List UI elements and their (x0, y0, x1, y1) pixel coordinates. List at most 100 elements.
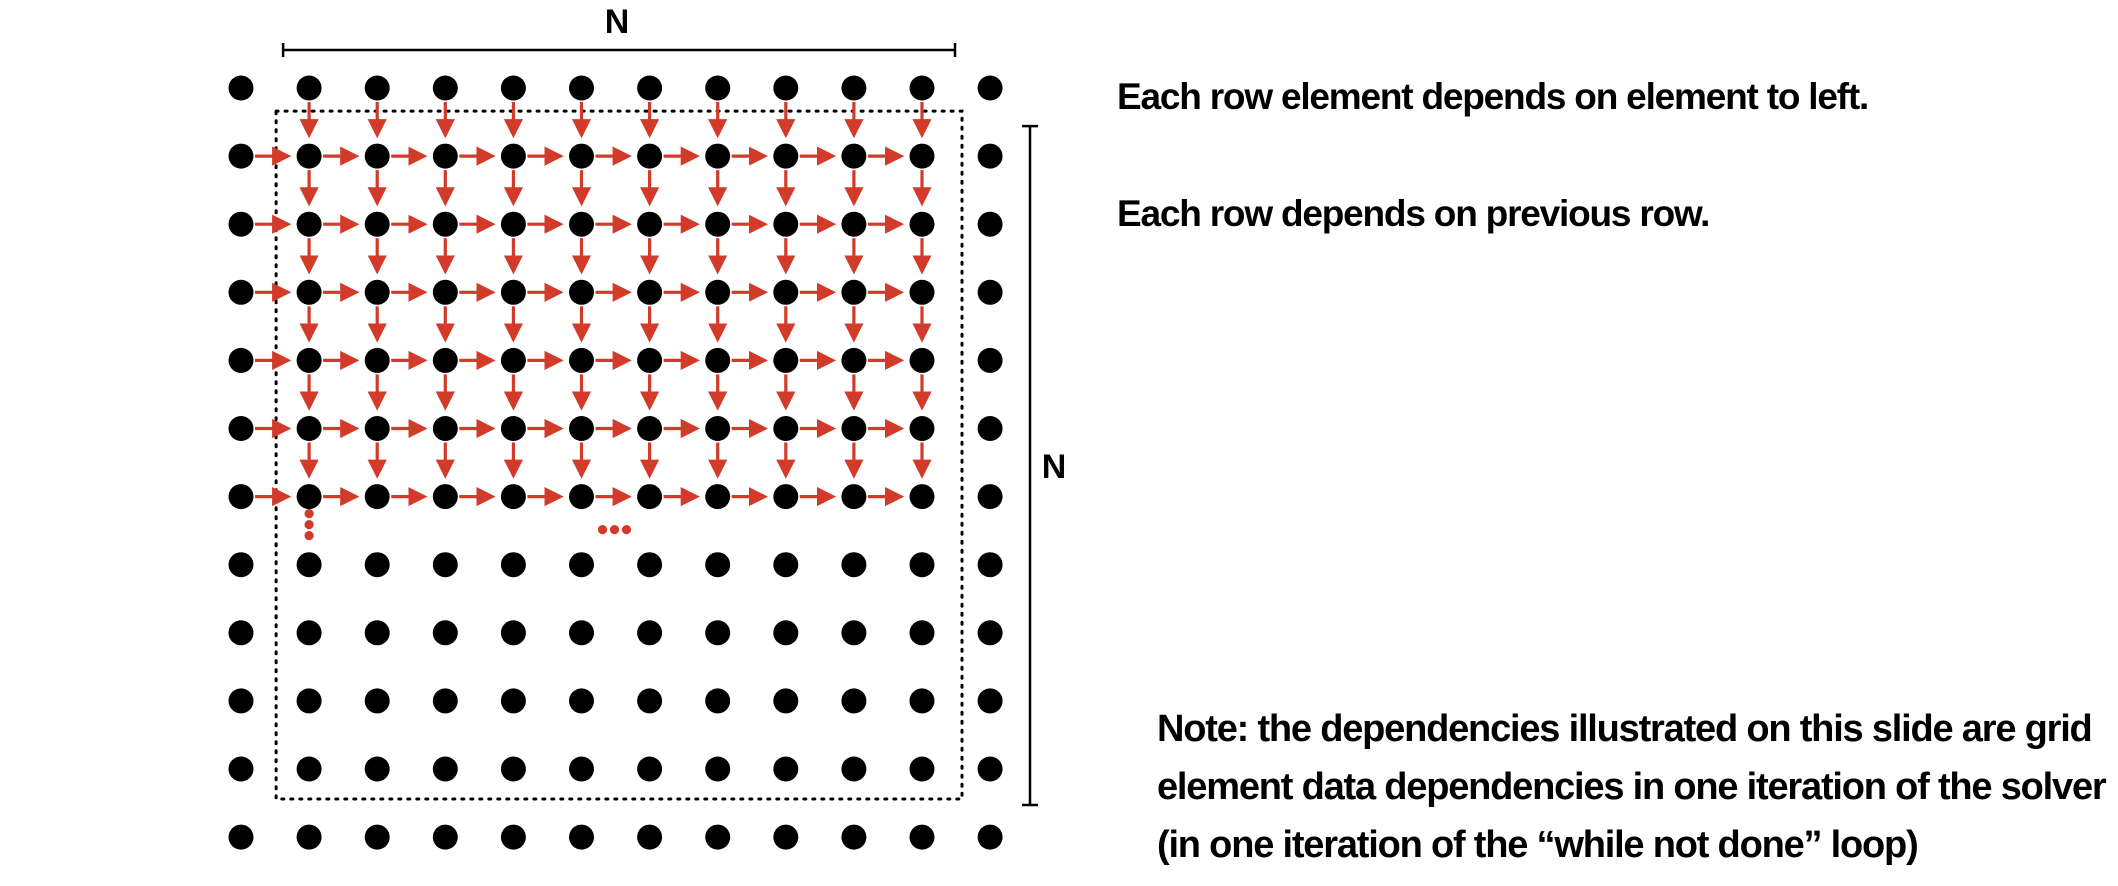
grid-element-dot (569, 756, 594, 782)
grid-element-dot (841, 75, 867, 101)
grid-element-dot (705, 143, 731, 169)
grid-element-dot (432, 620, 458, 646)
grid-element-dot (705, 347, 731, 373)
grid-element-dot (296, 688, 322, 714)
grid-element-dot (228, 279, 254, 305)
grid-element-dot (977, 620, 1003, 646)
grid-element-dot (637, 756, 663, 782)
grid-element-dot (296, 347, 322, 373)
grid-element-dot (364, 143, 390, 169)
row-element-dependency-statement: Each row element depends on element to l… (1117, 76, 1869, 117)
grid-element-dot (364, 484, 390, 510)
grid-element-dot (841, 688, 867, 714)
grid-element-dot (296, 211, 322, 237)
grid-element-dot (977, 756, 1003, 782)
horizontal-ellipsis-dot (609, 525, 620, 535)
grid-element-dot (977, 552, 1003, 578)
dependency-note: Note: the dependencies illustrated on th… (1157, 700, 2107, 874)
grid-element-dot (569, 688, 594, 714)
grid-element-dot (296, 484, 322, 510)
grid-element-dot (500, 347, 526, 373)
grid-element-dot (500, 552, 526, 578)
grid-element-dot (432, 688, 458, 714)
grid-element-dot (569, 824, 594, 850)
grid-element-dot (637, 416, 663, 441)
grid-element-dot (569, 279, 594, 305)
top-dimension-label: N (605, 3, 630, 41)
grid-element-dot (773, 211, 799, 237)
grid-element-dot (909, 688, 935, 714)
grid-element-dot (500, 688, 526, 714)
right-dimension-label: N (1042, 448, 1067, 486)
interior-boundary (274, 109, 964, 801)
grid-element-dot (705, 75, 731, 101)
vertical-ellipsis-dot (304, 508, 314, 519)
horizontal-ellipsis-dot (597, 525, 608, 535)
boundary-layer (274, 109, 964, 801)
grid-element-dot (705, 824, 731, 850)
grid-element-dot (432, 484, 458, 510)
grid-element-dot (637, 552, 663, 578)
grid-element-dot (569, 552, 594, 578)
grid-element-dot (432, 211, 458, 237)
grid-element-dot (296, 620, 322, 646)
grid-element-dot (228, 824, 254, 850)
grid-element-dot (364, 824, 390, 850)
grid-element-dot (773, 620, 799, 646)
grid-element-dot (909, 143, 935, 169)
grid-element-dot (909, 279, 935, 305)
grid-dots (228, 75, 1003, 850)
vertical-ellipsis-dot (304, 520, 314, 530)
grid-element-dot (977, 75, 1003, 101)
grid-element-dot (909, 484, 935, 510)
grid-element-dot (228, 211, 254, 237)
grid-element-dot (364, 688, 390, 714)
grid-element-dot (432, 279, 458, 305)
grid-element-dot (773, 824, 799, 850)
grid-element-dot (977, 347, 1003, 373)
grid-element-dot (364, 552, 390, 578)
grid-element-dot (909, 824, 935, 850)
grid-element-dot (569, 484, 594, 510)
grid-element-dot (705, 688, 731, 714)
grid-element-dot (705, 279, 731, 305)
grid-element-dot (841, 279, 867, 305)
grid-element-dot (296, 824, 322, 850)
grid-element-dot (228, 756, 254, 782)
grid-element-dot (637, 279, 663, 305)
grid-element-dot (977, 484, 1003, 510)
grid-element-dot (432, 143, 458, 169)
grid-element-dot (909, 552, 935, 578)
grid-element-dot (500, 824, 526, 850)
grid-element-dot (569, 75, 594, 101)
note-line-3: (in one iteration of the “while not done… (1157, 824, 1919, 866)
grid-element-dot (637, 620, 663, 646)
grid-element-dot (773, 279, 799, 305)
grid-element-dot (500, 620, 526, 646)
grid-element-dot (977, 824, 1003, 850)
grid-element-dot (841, 824, 867, 850)
grid-element-dot (500, 756, 526, 782)
grid-element-dot (569, 620, 594, 646)
grid-element-dot (228, 347, 254, 373)
grid-element-dot (364, 416, 390, 441)
grid-element-dot (637, 75, 663, 101)
grid-element-dot (773, 756, 799, 782)
grid-element-dot (500, 416, 526, 441)
grid-element-dot (773, 75, 799, 101)
grid-element-dot (228, 688, 254, 714)
grid-element-dot (773, 143, 799, 169)
grid-element-dot (364, 75, 390, 101)
grid-element-dot (909, 416, 935, 441)
grid-element-dot (228, 143, 254, 169)
grid-element-dot (569, 347, 594, 373)
grid-element-dot (432, 347, 458, 373)
grid-element-dot (637, 347, 663, 373)
grid-element-dot (500, 75, 526, 101)
grid-element-dot (841, 620, 867, 646)
grid-element-dot (364, 347, 390, 373)
grid-element-dot (364, 279, 390, 305)
grid-element-dot (432, 756, 458, 782)
grid-element-dot (500, 143, 526, 169)
grid-element-dot (637, 688, 663, 714)
